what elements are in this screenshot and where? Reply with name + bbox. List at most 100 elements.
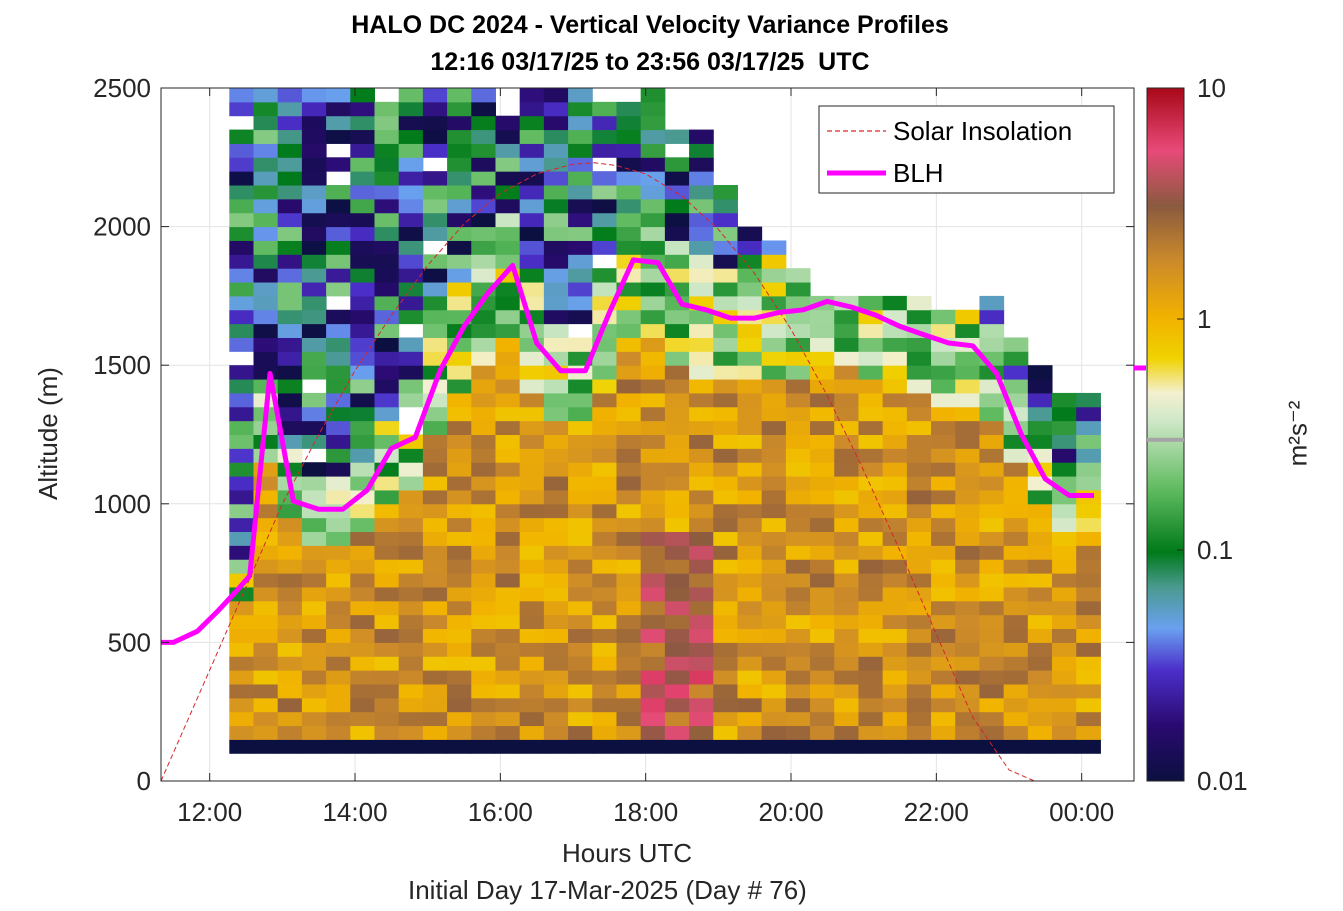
heatmap-cell bbox=[834, 628, 859, 643]
heatmap-cell bbox=[519, 725, 545, 740]
heatmap-cell bbox=[519, 476, 545, 491]
heatmap-cell bbox=[1076, 559, 1101, 574]
heatmap-cell bbox=[689, 600, 714, 616]
heatmap-cell bbox=[1076, 406, 1101, 422]
heatmap-cell bbox=[882, 573, 908, 588]
heatmap-cell bbox=[931, 586, 956, 602]
heatmap-cell bbox=[785, 559, 811, 574]
heatmap-cell bbox=[1076, 697, 1101, 713]
heatmap-cell bbox=[350, 503, 375, 519]
heatmap-cell bbox=[253, 337, 279, 352]
heatmap-cell bbox=[398, 531, 424, 546]
heatmap-cell bbox=[810, 503, 835, 519]
heatmap-cell bbox=[664, 642, 690, 657]
heatmap-cell bbox=[229, 725, 255, 740]
heatmap-cell bbox=[882, 462, 908, 477]
heatmap-cell bbox=[882, 600, 908, 616]
heatmap-cell bbox=[543, 392, 569, 408]
heatmap-cell bbox=[374, 392, 400, 408]
heatmap-cell bbox=[640, 656, 666, 671]
heatmap-cell bbox=[495, 642, 521, 657]
heatmap-cell bbox=[350, 157, 375, 172]
heatmap-cell bbox=[519, 351, 545, 366]
heatmap-cell bbox=[689, 268, 714, 283]
x-tick-label: 12:00 bbox=[177, 797, 242, 827]
heatmap-cell bbox=[229, 462, 255, 477]
heatmap-cell bbox=[568, 226, 593, 241]
heatmap-cell bbox=[785, 656, 811, 671]
heatmap-cell bbox=[1003, 351, 1029, 366]
heatmap-cell bbox=[447, 434, 472, 449]
heatmap-cell bbox=[229, 656, 255, 671]
heatmap-cell bbox=[471, 198, 496, 214]
heatmap-cell bbox=[616, 323, 642, 338]
heatmap-cell bbox=[1052, 420, 1077, 435]
heatmap-cell bbox=[350, 670, 375, 685]
heatmap-cell bbox=[664, 656, 690, 671]
heatmap-cell bbox=[955, 489, 980, 505]
heatmap-cell bbox=[640, 642, 666, 657]
heatmap-cell bbox=[882, 420, 908, 435]
heatmap-cell bbox=[689, 129, 714, 144]
heatmap-cell bbox=[640, 600, 666, 616]
heatmap-cell bbox=[253, 448, 279, 463]
heatmap-cell bbox=[495, 545, 521, 560]
heatmap-cell bbox=[689, 586, 714, 602]
heatmap-cell bbox=[906, 517, 932, 533]
heatmap-cell bbox=[616, 476, 642, 491]
heatmap-cell bbox=[979, 448, 1005, 463]
heatmap-cell bbox=[543, 462, 569, 477]
heatmap-cell bbox=[834, 392, 859, 408]
heatmap-cell bbox=[422, 476, 448, 491]
heatmap-cell bbox=[229, 711, 255, 727]
heatmap-cell bbox=[495, 739, 521, 754]
heatmap-cell bbox=[301, 254, 327, 269]
heatmap-cell bbox=[1052, 392, 1077, 408]
heatmap-cell bbox=[447, 171, 472, 186]
heatmap-cell bbox=[931, 600, 956, 616]
heatmap-cell bbox=[931, 434, 956, 449]
heatmap-cell bbox=[1003, 462, 1029, 477]
heatmap-cell bbox=[931, 573, 956, 588]
series-lines bbox=[161, 162, 1134, 781]
heatmap-cell bbox=[737, 337, 763, 352]
heatmap-cell bbox=[810, 628, 835, 643]
heatmap-cell bbox=[277, 531, 303, 546]
heatmap-cell bbox=[689, 323, 714, 338]
heatmap-cell bbox=[834, 434, 859, 449]
heatmap-cell bbox=[398, 392, 424, 408]
heatmap-cell bbox=[543, 573, 569, 588]
heatmap-cell bbox=[301, 683, 327, 699]
heatmap-cell bbox=[834, 531, 859, 546]
heatmap-cell bbox=[471, 642, 496, 657]
heatmap-cell bbox=[640, 240, 666, 255]
heatmap-cell bbox=[471, 573, 496, 588]
heatmap-cell bbox=[810, 600, 835, 616]
heatmap-cell bbox=[471, 351, 496, 366]
heatmap-cell bbox=[592, 711, 617, 727]
heatmap-cell bbox=[350, 517, 375, 533]
heatmap-cell bbox=[447, 88, 472, 103]
heatmap-cell bbox=[664, 240, 690, 255]
heatmap-cell bbox=[229, 129, 255, 144]
heatmap-cell bbox=[253, 739, 279, 754]
heatmap-cell bbox=[955, 711, 980, 727]
heatmap-cell bbox=[664, 337, 690, 352]
heatmap-cell bbox=[568, 392, 593, 408]
heatmap-cell bbox=[568, 545, 593, 560]
heatmap-cell bbox=[737, 545, 763, 560]
heatmap-cell bbox=[955, 406, 980, 422]
heatmap-cell bbox=[640, 212, 666, 228]
heatmap-cell bbox=[858, 476, 884, 491]
heatmap-cell bbox=[519, 392, 545, 408]
heatmap-cell bbox=[592, 101, 617, 117]
heatmap-cell bbox=[640, 489, 666, 505]
heatmap-cell bbox=[1076, 531, 1101, 546]
heatmap-cell bbox=[616, 295, 642, 311]
heatmap-cell bbox=[689, 697, 714, 713]
heatmap-cell bbox=[810, 489, 835, 505]
heatmap-cell bbox=[858, 600, 884, 616]
heatmap-cell bbox=[1052, 642, 1077, 657]
heatmap-cell bbox=[495, 434, 521, 449]
colorbar-gradient bbox=[1146, 87, 1185, 782]
